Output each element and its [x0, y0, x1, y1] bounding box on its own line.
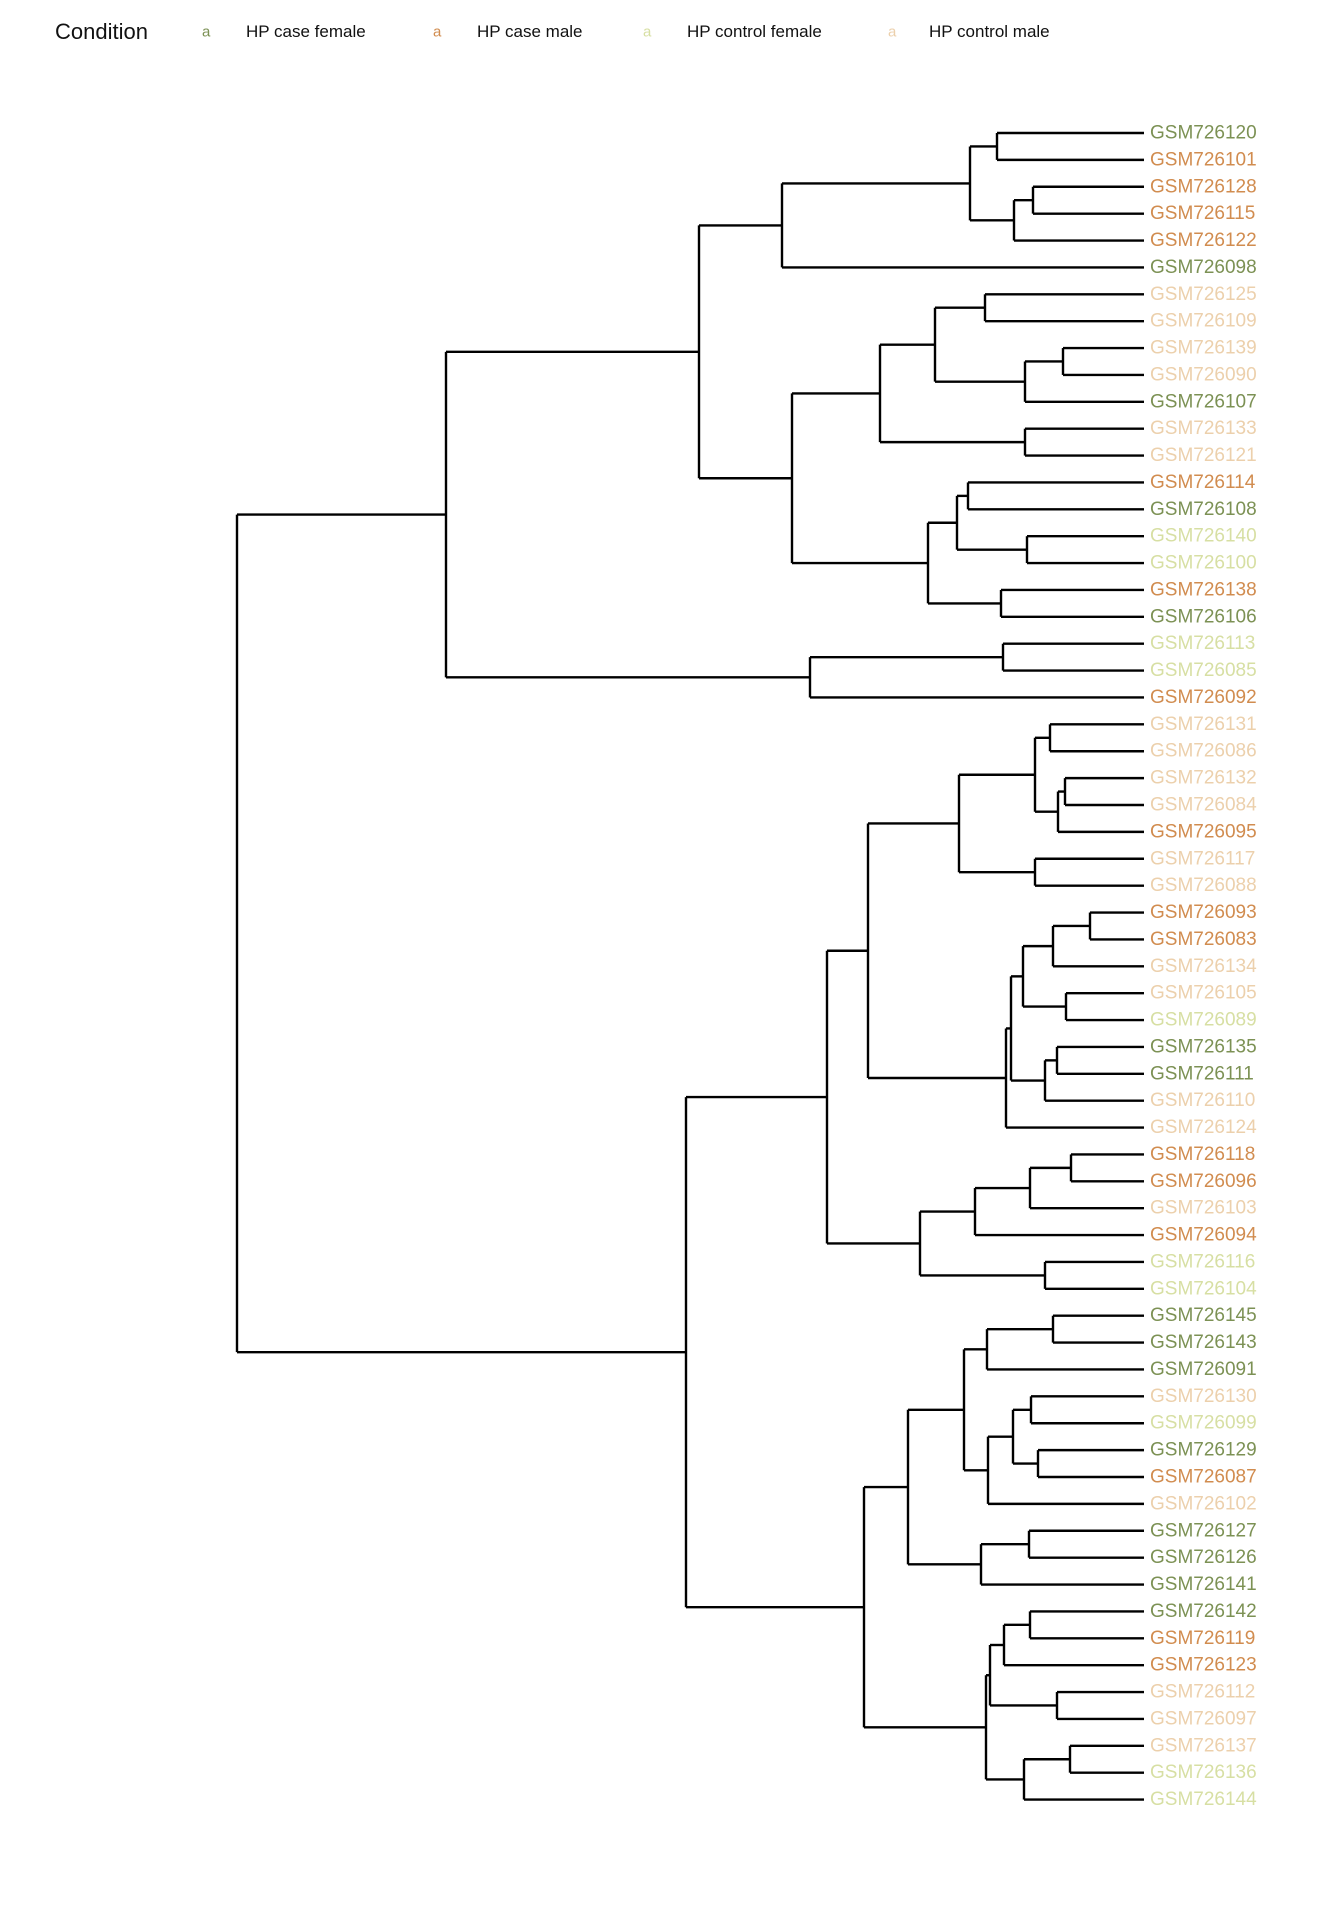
leaf-label-GSM726101: GSM726101 — [1150, 149, 1257, 170]
leaf-label-GSM726143: GSM726143 — [1150, 1332, 1257, 1353]
leaf-label-GSM726100: GSM726100 — [1150, 553, 1257, 574]
legend-label-hp-case-female: HP case female — [246, 22, 366, 41]
leaf-label-GSM726134: GSM726134 — [1150, 956, 1257, 977]
leaf-label-GSM726107: GSM726107 — [1150, 391, 1257, 412]
legend-key-hp-case-female: a — [202, 23, 211, 41]
leaf-label-GSM726131: GSM726131 — [1150, 714, 1257, 735]
leaf-label-GSM726124: GSM726124 — [1150, 1117, 1257, 1138]
legend-label-hp-control-male: HP control male — [929, 22, 1050, 41]
leaf-label-GSM726123: GSM726123 — [1150, 1655, 1257, 1676]
leaf-label-GSM726130: GSM726130 — [1150, 1386, 1257, 1407]
leaf-label-GSM726116: GSM726116 — [1150, 1251, 1255, 1272]
leaf-label-GSM726141: GSM726141 — [1150, 1574, 1257, 1595]
leaf-label-GSM726125: GSM726125 — [1150, 284, 1257, 305]
leaf-label-GSM726097: GSM726097 — [1150, 1708, 1257, 1729]
leaf-label-GSM726092: GSM726092 — [1150, 687, 1257, 708]
leaf-label-GSM726145: GSM726145 — [1150, 1305, 1257, 1326]
leaf-label-GSM726109: GSM726109 — [1150, 311, 1257, 332]
leaf-label-GSM726108: GSM726108 — [1150, 499, 1257, 520]
leaf-label-GSM726086: GSM726086 — [1150, 741, 1257, 762]
leaf-label-GSM726132: GSM726132 — [1150, 768, 1257, 789]
leaf-label-GSM726104: GSM726104 — [1150, 1278, 1257, 1299]
leaf-label-GSM726117: GSM726117 — [1150, 848, 1255, 869]
leaf-label-GSM726115: GSM726115 — [1150, 203, 1255, 224]
legend-label-hp-case-male: HP case male — [477, 22, 583, 41]
leaf-label-GSM726103: GSM726103 — [1150, 1198, 1257, 1219]
leaf-label-GSM726102: GSM726102 — [1150, 1493, 1257, 1514]
leaf-label-GSM726088: GSM726088 — [1150, 875, 1257, 896]
leaf-label-GSM726127: GSM726127 — [1150, 1520, 1257, 1541]
legend-key-hp-control-female: a — [643, 23, 652, 41]
leaf-label-GSM726091: GSM726091 — [1150, 1359, 1257, 1380]
leaf-label-GSM726139: GSM726139 — [1150, 338, 1257, 359]
leaf-label-GSM726119: GSM726119 — [1150, 1628, 1255, 1649]
leaf-label-GSM726089: GSM726089 — [1150, 1010, 1257, 1031]
leaf-label-GSM726140: GSM726140 — [1150, 526, 1257, 547]
leaf-label-GSM726113: GSM726113 — [1150, 633, 1255, 654]
leaf-label-GSM726090: GSM726090 — [1150, 364, 1257, 385]
leaf-label-GSM726099: GSM726099 — [1150, 1413, 1257, 1434]
leaf-label-GSM726094: GSM726094 — [1150, 1225, 1257, 1246]
leaf-label-GSM726121: GSM726121 — [1150, 445, 1257, 466]
legend-key-hp-case-male: a — [433, 23, 442, 41]
leaf-label-GSM726135: GSM726135 — [1150, 1036, 1257, 1057]
leaf-label-GSM726105: GSM726105 — [1150, 983, 1257, 1004]
leaf-label-GSM726106: GSM726106 — [1150, 606, 1257, 627]
leaf-label-GSM726120: GSM726120 — [1150, 123, 1257, 144]
leaf-label-GSM726087: GSM726087 — [1150, 1467, 1257, 1488]
leaf-label-GSM726112: GSM726112 — [1150, 1682, 1255, 1703]
leaf-label-GSM726122: GSM726122 — [1150, 230, 1257, 251]
leaf-label-GSM726095: GSM726095 — [1150, 821, 1257, 842]
legend-label-hp-control-female: HP control female — [687, 22, 822, 41]
leaf-label-GSM726114: GSM726114 — [1150, 472, 1256, 493]
leaf-label-GSM726098: GSM726098 — [1150, 257, 1257, 278]
legend: Condition a HP case female a HP case mal… — [0, 0, 1344, 64]
leaf-label-GSM726128: GSM726128 — [1150, 176, 1257, 197]
leaf-label-GSM726126: GSM726126 — [1150, 1547, 1257, 1568]
leaf-label-GSM726136: GSM726136 — [1150, 1762, 1257, 1783]
leaf-label-GSM726085: GSM726085 — [1150, 660, 1257, 681]
leaf-label-GSM726110: GSM726110 — [1150, 1090, 1255, 1111]
leaf-label-GSM726084: GSM726084 — [1150, 795, 1257, 816]
leaf-label-GSM726142: GSM726142 — [1150, 1601, 1257, 1622]
leaf-label-GSM726133: GSM726133 — [1150, 418, 1257, 439]
legend-key-hp-control-male: a — [888, 23, 897, 41]
leaf-label-GSM726129: GSM726129 — [1150, 1440, 1257, 1461]
leaf-label-GSM726118: GSM726118 — [1150, 1144, 1255, 1165]
leaf-label-GSM726144: GSM726144 — [1150, 1789, 1257, 1810]
leaf-label-GSM726138: GSM726138 — [1150, 579, 1257, 600]
leaf-label-GSM726093: GSM726093 — [1150, 902, 1257, 923]
leaf-label-GSM726111: GSM726111 — [1150, 1063, 1254, 1084]
legend-title: Condition — [55, 19, 148, 44]
leaf-label-GSM726137: GSM726137 — [1150, 1735, 1257, 1756]
leaf-label-GSM726096: GSM726096 — [1150, 1171, 1257, 1192]
leaf-label-GSM726083: GSM726083 — [1150, 929, 1257, 950]
